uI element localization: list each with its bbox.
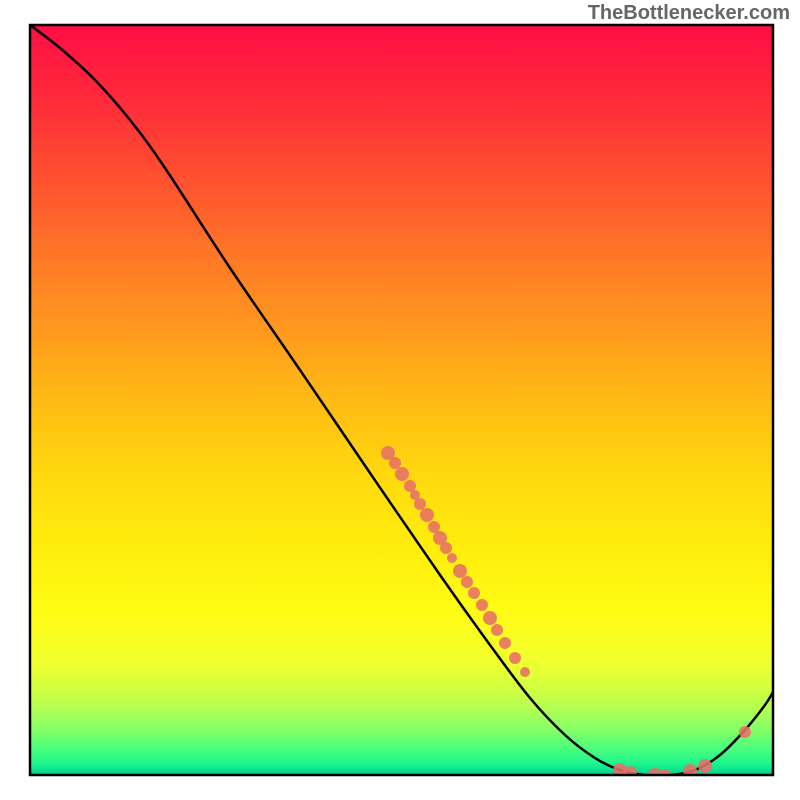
data-marker [468, 587, 480, 599]
data-marker [414, 498, 426, 510]
bottleneck-curve-chart [0, 0, 800, 800]
data-marker [420, 508, 434, 522]
data-marker [440, 542, 452, 554]
data-marker [499, 637, 511, 649]
data-marker [461, 576, 473, 588]
data-marker [447, 553, 457, 563]
data-marker [453, 564, 467, 578]
data-marker [476, 599, 488, 611]
data-marker [491, 624, 503, 636]
data-marker [395, 467, 409, 481]
plot-background [30, 25, 773, 775]
chart-container: TheBottlenecker.com [0, 0, 800, 800]
data-marker [739, 726, 751, 738]
watermark-text: TheBottlenecker.com [588, 2, 790, 25]
data-marker [509, 652, 521, 664]
data-marker [428, 521, 440, 533]
data-marker [389, 457, 401, 469]
data-marker [698, 759, 712, 773]
data-marker [483, 611, 497, 625]
data-marker [520, 667, 530, 677]
